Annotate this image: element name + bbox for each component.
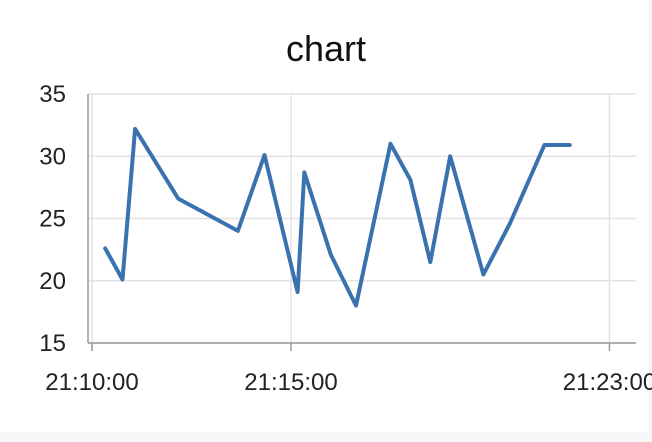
x-tick-label: 21:15:00 xyxy=(244,369,337,396)
x-tick-label: 21:23:00 xyxy=(563,369,652,396)
y-tick-label: 20 xyxy=(39,268,66,295)
chart-title: chart xyxy=(285,28,367,69)
y-tick-label: 25 xyxy=(39,206,66,233)
chart-card: chart xyxy=(285,28,367,69)
y-tick-label: 30 xyxy=(39,143,66,170)
series-line xyxy=(103,126,572,308)
y-tick-label: 35 xyxy=(39,81,66,108)
y-tick-label: 15 xyxy=(39,330,66,357)
x-tick-label: 21:10:00 xyxy=(45,369,138,396)
